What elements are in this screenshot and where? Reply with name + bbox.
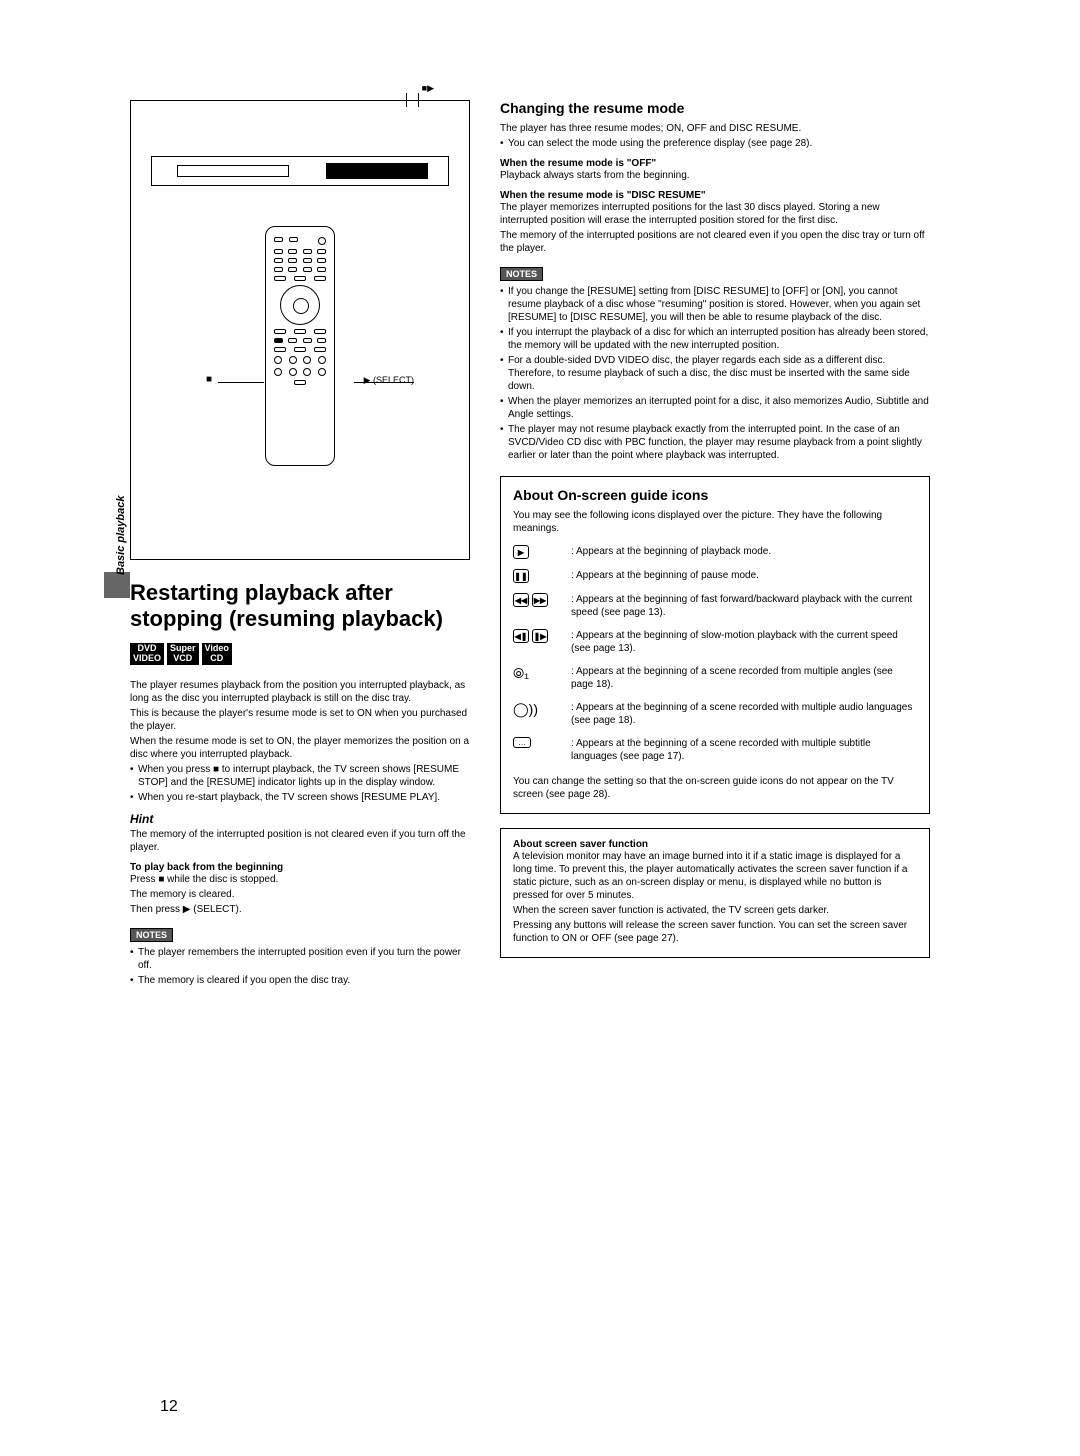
list-item: When the player memorizes an iterrupted …: [500, 395, 930, 421]
paragraph: A television monitor may have an image b…: [513, 850, 917, 902]
paragraph: When the resume mode is set to ON, the p…: [130, 735, 470, 761]
icon-description: Appears at the beginning of a scene reco…: [571, 701, 917, 727]
badge-vcd: VideoCD: [202, 643, 232, 665]
play-icon: ▶: [513, 545, 529, 559]
list-item: When you press ■ to interrupt playback, …: [130, 763, 470, 789]
list-item: For a double-sided DVD VIDEO disc, the p…: [500, 354, 930, 393]
sub-heading: About screen saver function: [513, 839, 917, 850]
paragraph: Press ■ while the disc is stopped.: [130, 873, 470, 886]
notes-badge: NOTES: [130, 928, 173, 942]
list-item: You can select the mode using the prefer…: [500, 137, 930, 150]
rewind-icon: ◀◀: [513, 593, 529, 607]
paragraph: Pressing any buttons will release the sc…: [513, 919, 917, 945]
paragraph: Playback always starts from the beginnin…: [500, 169, 930, 182]
paragraph: Then press ▶ (SELECT).: [130, 903, 470, 916]
bullet-list: You can select the mode using the prefer…: [500, 137, 930, 150]
list-item: The player may not resume playback exact…: [500, 423, 930, 462]
screensaver-box: About screen saver function A television…: [500, 828, 930, 958]
paragraph: The player has three resume modes; ON, O…: [500, 122, 930, 135]
icon-row: ◀❚ ❚▶ Appears at the beginning of slow-m…: [513, 629, 917, 655]
disc-format-badges: DVDVIDEO SuperVCD VideoCD: [130, 643, 470, 665]
icon-row: ◯)) Appears at the beginning of a scene …: [513, 701, 917, 727]
right-column: Changing the resume mode The player has …: [500, 100, 930, 989]
paragraph: The player memorizes interrupted positio…: [500, 201, 930, 227]
fastforward-icon: ▶▶: [532, 593, 548, 607]
sub-heading: When the resume mode is "DISC RESUME": [500, 190, 930, 201]
slow-fwd-icon: ❚▶: [532, 629, 548, 643]
badge-dvd: DVDVIDEO: [130, 643, 164, 665]
angle-icon: ⦾₁: [513, 665, 529, 682]
notes-list: The player remembers the interrupted pos…: [130, 946, 470, 987]
sub-heading: When the resume mode is "OFF": [500, 158, 930, 169]
list-item: When you re-start playback, the TV scree…: [130, 791, 470, 804]
arrow-line: [418, 93, 419, 107]
list-item: The player remembers the interrupted pos…: [130, 946, 470, 972]
hint-text: The memory of the interrupted position i…: [130, 828, 470, 854]
paragraph: You may see the following icons displaye…: [513, 509, 917, 535]
paragraph: This is because the player's resume mode…: [130, 707, 470, 733]
paragraph: You can change the setting so that the o…: [513, 775, 917, 801]
sidebar-marker: [104, 572, 130, 598]
icon-description: Appears at the beginning of fast forward…: [571, 593, 917, 619]
section-heading: Changing the resume mode: [500, 100, 930, 116]
audio-icon: ◯)): [513, 701, 538, 718]
device-diagram: ■▶ ▶ (SELECT): [130, 100, 470, 560]
bullet-list: When you press ■ to interrupt playback, …: [130, 763, 470, 804]
badge-svcd: SuperVCD: [167, 643, 199, 665]
icon-row: … Appears at the beginning of a scene re…: [513, 737, 917, 763]
remote-illustration: ▶ (SELECT): [265, 226, 335, 466]
page-content: ■▶ ▶ (SELECT) Restar: [80, 100, 1000, 989]
paragraph: The player resumes playback from the pos…: [130, 679, 470, 705]
sub-heading: To play back from the beginning: [130, 862, 470, 873]
box-heading: About On-screen guide icons: [513, 487, 917, 503]
main-heading: Restarting playback after stopping (resu…: [130, 580, 470, 633]
icon-row: ❚❚ Appears at the beginning of pause mod…: [513, 569, 917, 583]
icon-description: Appears at the beginning of a scene reco…: [571, 665, 917, 691]
hint-label: Hint: [130, 812, 470, 826]
pause-icon: ❚❚: [513, 569, 529, 583]
icon-row: ◀◀ ▶▶ Appears at the beginning of fast f…: [513, 593, 917, 619]
player-controls-label: ■▶: [422, 83, 434, 94]
paragraph: When the screen saver function is activa…: [513, 904, 917, 917]
remote-stop-arrow: [218, 382, 264, 383]
arrow-line: [406, 93, 407, 107]
icon-row: ⦾₁ Appears at the beginning of a scene r…: [513, 665, 917, 691]
left-column: ■▶ ▶ (SELECT) Restar: [130, 100, 470, 989]
dvd-player-illustration: [151, 156, 449, 186]
section-tab: Basic playback: [115, 496, 127, 576]
slow-back-icon: ◀❚: [513, 629, 529, 643]
list-item: If you interrupt the playback of a disc …: [500, 326, 930, 352]
list-item: The memory is cleared if you open the di…: [130, 974, 470, 987]
icon-description: Appears at the beginning of pause mode.: [571, 569, 917, 582]
icon-row: ▶ Appears at the beginning of playback m…: [513, 545, 917, 559]
paragraph: The memory is cleared.: [130, 888, 470, 901]
icon-description: Appears at the beginning of slow-motion …: [571, 629, 917, 655]
subtitle-icon: …: [513, 737, 531, 748]
notes-list: If you change the [RESUME] setting from …: [500, 285, 930, 462]
icon-description: Appears at the beginning of a scene reco…: [571, 737, 917, 763]
notes-badge: NOTES: [500, 267, 543, 281]
icon-description: Appears at the beginning of playback mod…: [571, 545, 917, 558]
remote-select-label: ▶ (SELECT): [364, 375, 414, 386]
page-number: 12: [160, 1398, 178, 1416]
list-item: If you change the [RESUME] setting from …: [500, 285, 930, 324]
onscreen-icons-box: About On-screen guide icons You may see …: [500, 476, 930, 814]
paragraph: The memory of the interrupted positions …: [500, 229, 930, 255]
